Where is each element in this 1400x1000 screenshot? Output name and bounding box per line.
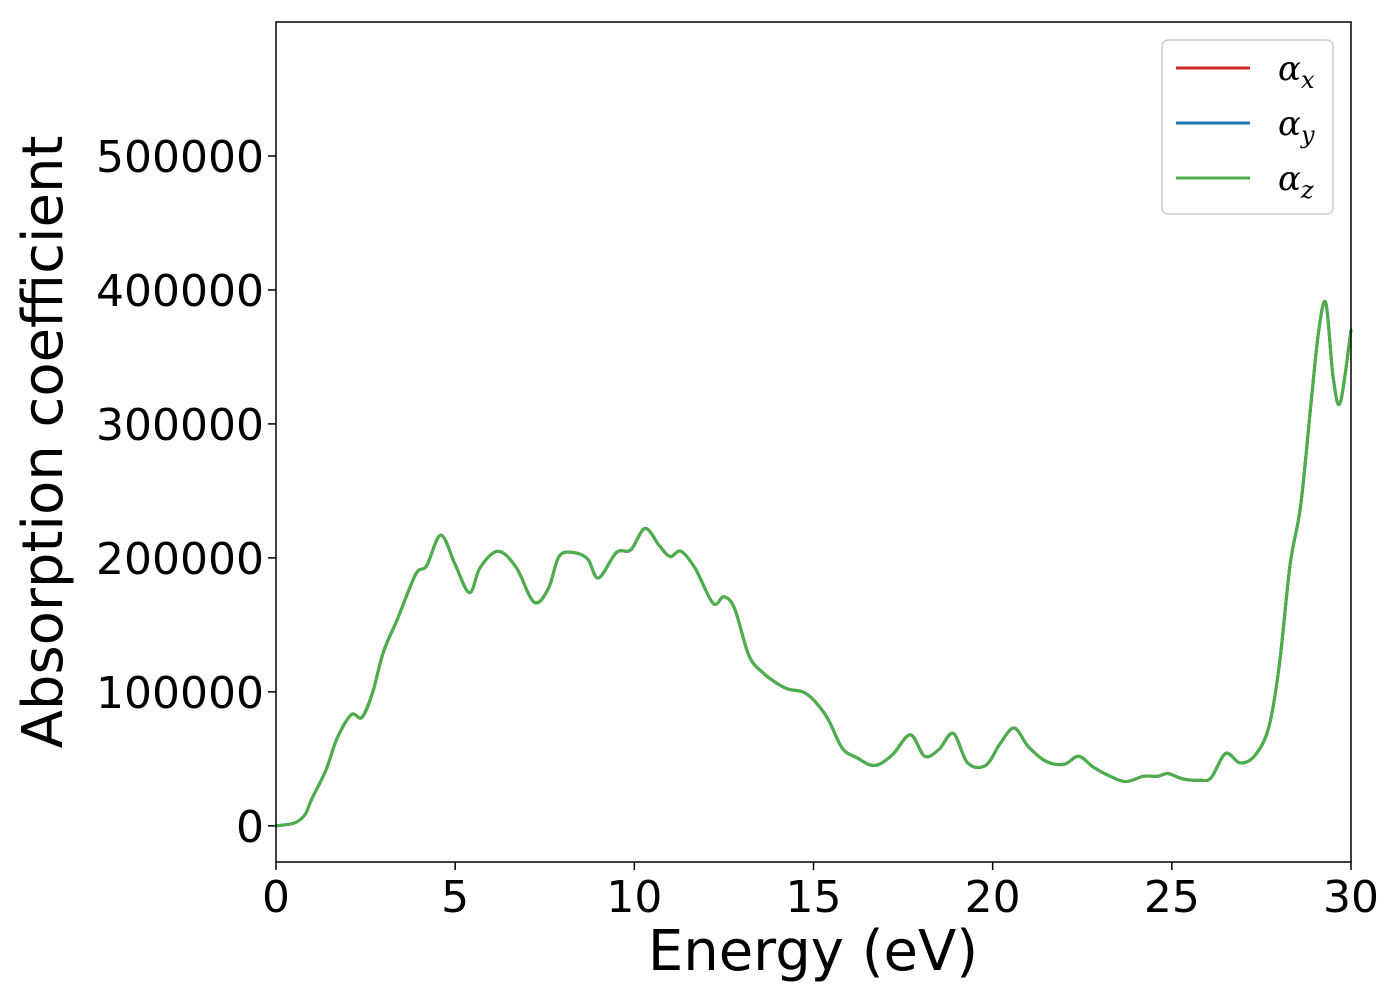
plot-frame [275, 21, 1352, 863]
y-tick-label: 500000 [96, 132, 264, 183]
plot-area [274, 21, 1353, 863]
x-tick-label: 30 [1323, 872, 1379, 923]
axis-ticks: 0 5 10 15 20 25 30 0 100000 200000 300000 400000 500… [96, 132, 1379, 923]
legend-label-base: α [1278, 104, 1301, 144]
y-axis-label: Absorption coefficient [11, 136, 76, 749]
legend-label-base: α [1278, 49, 1301, 89]
legend-label-subscript: z [1300, 176, 1314, 204]
y-tick-label: 300000 [96, 400, 264, 451]
legend-frame [1161, 39, 1334, 215]
legend-label-y: αy [1278, 104, 1315, 149]
y-tick-label: 400000 [96, 266, 264, 317]
legend-label-subscript: x [1301, 66, 1315, 94]
series-lines [274, 300, 1353, 828]
x-tick-label: 0 [262, 872, 290, 923]
y-tick-label: 100000 [96, 668, 264, 719]
x-axis-label: Energy (eV) [648, 919, 978, 984]
legend-label-subscript: y [1300, 121, 1315, 149]
y-tick-label: 200000 [96, 534, 264, 585]
legend-label-z: αz [1278, 159, 1314, 204]
legend-label-x: αx [1278, 49, 1315, 94]
series-line-x [274, 300, 1353, 828]
x-tick-label: 5 [441, 872, 469, 923]
x-tick-label: 15 [786, 872, 842, 923]
x-tick-label: 20 [965, 872, 1021, 923]
x-tick-label: 25 [1144, 872, 1200, 923]
y-tick-label: 0 [236, 802, 264, 853]
legend-label-base: α [1278, 159, 1301, 199]
series-line-y [274, 300, 1353, 828]
series-line-z [274, 300, 1353, 828]
x-tick-label: 10 [606, 872, 662, 923]
